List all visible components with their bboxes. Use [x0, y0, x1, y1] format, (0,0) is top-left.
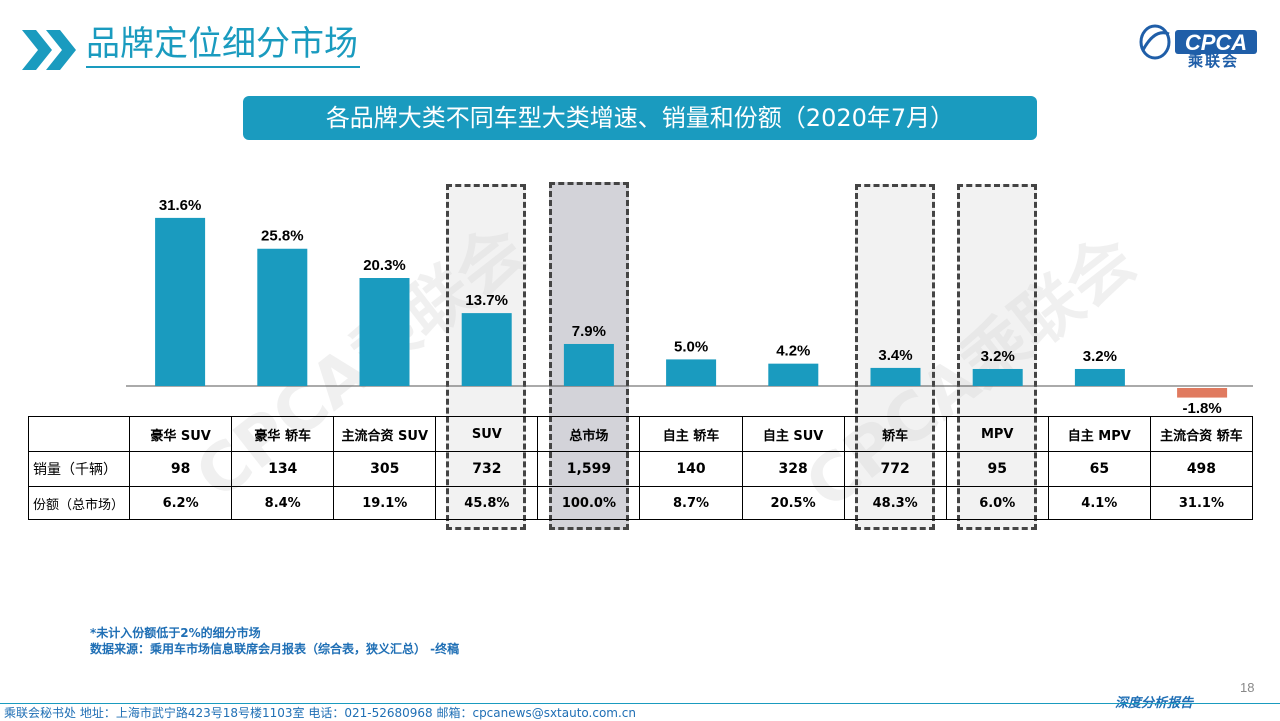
data-source: 数据来源：乘用车市场信息联席会月报表（综合表，狭义汇总） -终稿: [90, 642, 460, 656]
bar: [155, 217, 206, 386]
table-cell: 328: [741, 451, 845, 487]
column-header: SUV: [435, 416, 539, 452]
data-table: 豪华 SUV 豪华 轿车 主流合资 SUV SUV 总市场 自主 轿车 自主 SUV 轿车 MP…: [27, 416, 1254, 520]
table-cell: 8.7%: [639, 486, 743, 520]
row-label: 销量（千辆）: [27, 451, 131, 487]
bar: [359, 278, 410, 386]
bar-value-label: 3.2%: [1083, 348, 1117, 365]
page-number: 18: [1240, 680, 1255, 695]
table-cell: 95: [945, 451, 1049, 487]
table-cell: 6.0%: [945, 486, 1049, 520]
bar-value-label: 31.6%: [159, 197, 202, 214]
footer-divider: [0, 703, 1280, 704]
table-row: 销量（千辆） 98 134 305 732 1,599 140 328 772 95 65 498: [27, 451, 1254, 487]
bar: [972, 368, 1023, 386]
table-cell: 31.1%: [1149, 486, 1254, 520]
bar: [563, 343, 614, 386]
column-header: 自主 SUV: [741, 416, 845, 452]
table-cell: 1,599: [537, 451, 641, 487]
column-header: 总市场: [537, 416, 641, 452]
table-cell: 498: [1149, 451, 1254, 487]
chart-banner-title: 各品牌大类不同车型大类增速、销量和份额（2020年7月）: [243, 96, 1037, 140]
bar-value-label: 25.8%: [261, 228, 304, 245]
table-cell: 4.1%: [1047, 486, 1151, 520]
bar-value-label: 4.2%: [776, 343, 810, 360]
bar: [870, 367, 921, 386]
column-header: 轿车: [843, 416, 947, 452]
column-header: 豪华 SUV: [129, 416, 233, 452]
table-cell: 732: [435, 451, 539, 487]
page-title: 品牌定位细分市场: [86, 22, 360, 68]
table-corner-cell: [27, 416, 131, 452]
column-header: 主流合资 SUV: [333, 416, 437, 452]
table-cell: 20.5%: [741, 486, 845, 520]
bar: [768, 363, 819, 386]
table-row: 份额（总市场） 6.2% 8.4% 19.1% 45.8% 100.0% 8.7% 20.5…: [27, 486, 1254, 520]
table-cell: 134: [231, 451, 335, 487]
table-cell: 6.2%: [129, 486, 233, 520]
table-cell: 8.4%: [231, 486, 335, 520]
table-cell: 772: [843, 451, 947, 487]
table-cell: 48.3%: [843, 486, 947, 520]
bar-value-label: 13.7%: [465, 292, 508, 309]
footer-address: 乘联会秘书处 地址：上海市武宁路423号18号楼1103室 电话：021-526…: [4, 706, 637, 720]
bar: [257, 248, 308, 386]
column-header: 自主 轿车: [639, 416, 743, 452]
bar-value-label: 3.4%: [878, 347, 912, 364]
table-cell: 45.8%: [435, 486, 539, 520]
report-label: 深度分析报告: [1115, 696, 1194, 711]
bar-value-label: 5.0%: [674, 338, 708, 355]
cpca-logo: CPCA: [1139, 24, 1257, 60]
bar: [1177, 388, 1228, 398]
growth-bar-chart: 31.6% 25.8% 20.3% 13.7% 7.9% 5.0% 4.2% 3.4% 3.2%…: [126, 197, 1253, 417]
chevron-icon: [22, 30, 76, 70]
row-label: 份额（总市场）: [27, 486, 131, 520]
table-cell: 140: [639, 451, 743, 487]
bar-value-label: 3.2%: [981, 348, 1015, 365]
bar: [461, 313, 512, 386]
column-header: 主流合资 轿车: [1149, 416, 1254, 452]
bar-value-label: -1.8%: [1183, 400, 1222, 417]
table-header-row: 豪华 SUV 豪华 轿车 主流合资 SUV SUV 总市场 自主 轿车 自主 SUV 轿车 MP…: [27, 416, 1254, 452]
table-cell: 98: [129, 451, 233, 487]
footnote: *未计入份额低于2%的细分市场: [90, 626, 261, 640]
bar-value-label: 7.9%: [572, 323, 606, 340]
bar: [1074, 368, 1125, 386]
logo-cn: 乘联会: [1188, 52, 1240, 70]
column-header: 自主 MPV: [1047, 416, 1151, 452]
column-header: 豪华 轿车: [231, 416, 335, 452]
table-cell: 305: [333, 451, 437, 487]
table-cell: 65: [1047, 451, 1151, 487]
bar-value-label: 20.3%: [363, 257, 406, 274]
logo-text: CPCA: [1185, 30, 1247, 55]
table-cell: 19.1%: [333, 486, 437, 520]
column-header: MPV: [945, 416, 1049, 452]
table-cell: 100.0%: [537, 486, 641, 520]
bar: [666, 359, 717, 386]
